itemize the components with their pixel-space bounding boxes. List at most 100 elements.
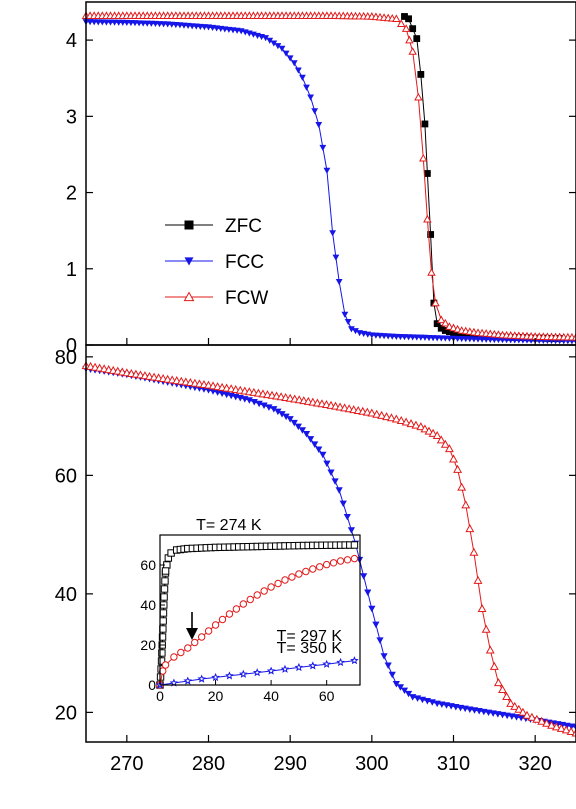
data-point [400, 687, 409, 695]
panel-a-y-ticks: 0 1 2 3 4 [66, 30, 576, 357]
inset-data-point [160, 585, 169, 593]
legend-marker [184, 257, 194, 266]
panel-b-y-ticks: 20 40 60 80 [55, 347, 576, 724]
legend-item-fcw: FCW [165, 288, 268, 309]
data-point [367, 408, 377, 417]
data-point [339, 500, 347, 508]
inset-data-point [184, 644, 192, 652]
inset-data-point [161, 661, 170, 669]
data-point [311, 441, 319, 448]
inset-curve-label: T= 350 K [277, 640, 343, 657]
y-tick-label: 1 [66, 259, 77, 281]
panel-b-x-ticks: 270 280 290 300 310 320 [110, 735, 552, 775]
data-point [327, 469, 335, 476]
inset-data-point [288, 573, 296, 581]
data-point [331, 478, 339, 485]
data-point [542, 718, 552, 727]
data-point [401, 24, 411, 32]
data-point [343, 513, 351, 521]
data-point [427, 268, 436, 276]
data-point [485, 645, 495, 654]
data-point [303, 84, 310, 91]
inset-data-point [161, 567, 170, 575]
data-point [255, 400, 263, 408]
inset-data-point [159, 609, 168, 617]
data-point [437, 324, 445, 332]
inset-data-point [161, 577, 169, 585]
data-point [547, 720, 556, 729]
inset-data-point [260, 587, 268, 595]
y-tick-label: 3 [66, 106, 77, 128]
data-point [566, 726, 576, 735]
inset-data-point [322, 659, 331, 668]
data-point [347, 527, 356, 534]
y-tick-label: 40 [55, 584, 77, 606]
data-point [270, 406, 278, 413]
legend-marker [183, 291, 195, 302]
data-point [414, 92, 423, 101]
data-point [386, 413, 396, 422]
inset-data-point [281, 576, 289, 584]
inset-data-point [336, 557, 345, 565]
inset-data-point [302, 567, 310, 576]
inset-frame [159, 534, 361, 686]
data-point [446, 328, 453, 336]
series-fcc [82, 19, 576, 345]
data-point [416, 422, 426, 431]
data-point [265, 404, 273, 411]
inset-series: T= 274 K T= 297 KT= 350 K [155, 517, 359, 689]
data-point [344, 319, 352, 326]
data-point [514, 704, 524, 713]
x-tick-label: 310 [437, 753, 470, 775]
data-point [392, 681, 400, 688]
inset-data-point [316, 563, 324, 571]
data-point [335, 279, 343, 286]
data-point [294, 67, 302, 74]
inset-data-point [204, 627, 213, 635]
data-point [465, 524, 475, 533]
data-point [286, 55, 294, 62]
x-tick-label: 280 [192, 753, 225, 775]
data-point [245, 397, 253, 404]
inset-data-point [218, 615, 227, 624]
inset-data-point [336, 657, 345, 667]
data-point [405, 35, 414, 44]
inset-data-point [308, 661, 318, 670]
data-point [551, 722, 561, 731]
inset-data-point [246, 595, 254, 604]
legend-item-fcc: FCC [165, 252, 264, 273]
inset-data-point [197, 674, 206, 683]
data-point [493, 678, 503, 687]
data-point [329, 230, 337, 237]
data-point [449, 454, 458, 463]
inset-x-tick-label: 0 [156, 688, 164, 704]
data-point [260, 402, 268, 410]
data-point [437, 315, 446, 324]
inset-x-tick-label: 40 [263, 688, 279, 704]
x-tick-label: 320 [518, 753, 551, 775]
inset-data-point [350, 541, 359, 549]
data-point [319, 144, 327, 151]
data-point [266, 37, 274, 44]
data-point [294, 423, 302, 431]
data-point [388, 671, 396, 679]
data-point [368, 605, 376, 613]
data-point [431, 298, 440, 307]
y-tick-label: 0 [66, 335, 77, 357]
inset-arrow-icon [186, 612, 198, 640]
data-point [498, 685, 507, 694]
series-fcw [81, 361, 576, 737]
data-point [250, 399, 258, 406]
legend-label: FCW [225, 288, 268, 309]
data-point [282, 50, 290, 57]
inset-data-point [280, 664, 290, 673]
data-point [278, 411, 286, 418]
data-point [341, 311, 349, 318]
series-zfc [401, 13, 564, 342]
data-point [382, 412, 391, 421]
data-point [299, 74, 306, 81]
data-point [315, 121, 323, 129]
inset-x-ticks: 0 20 40 60 [156, 680, 335, 704]
